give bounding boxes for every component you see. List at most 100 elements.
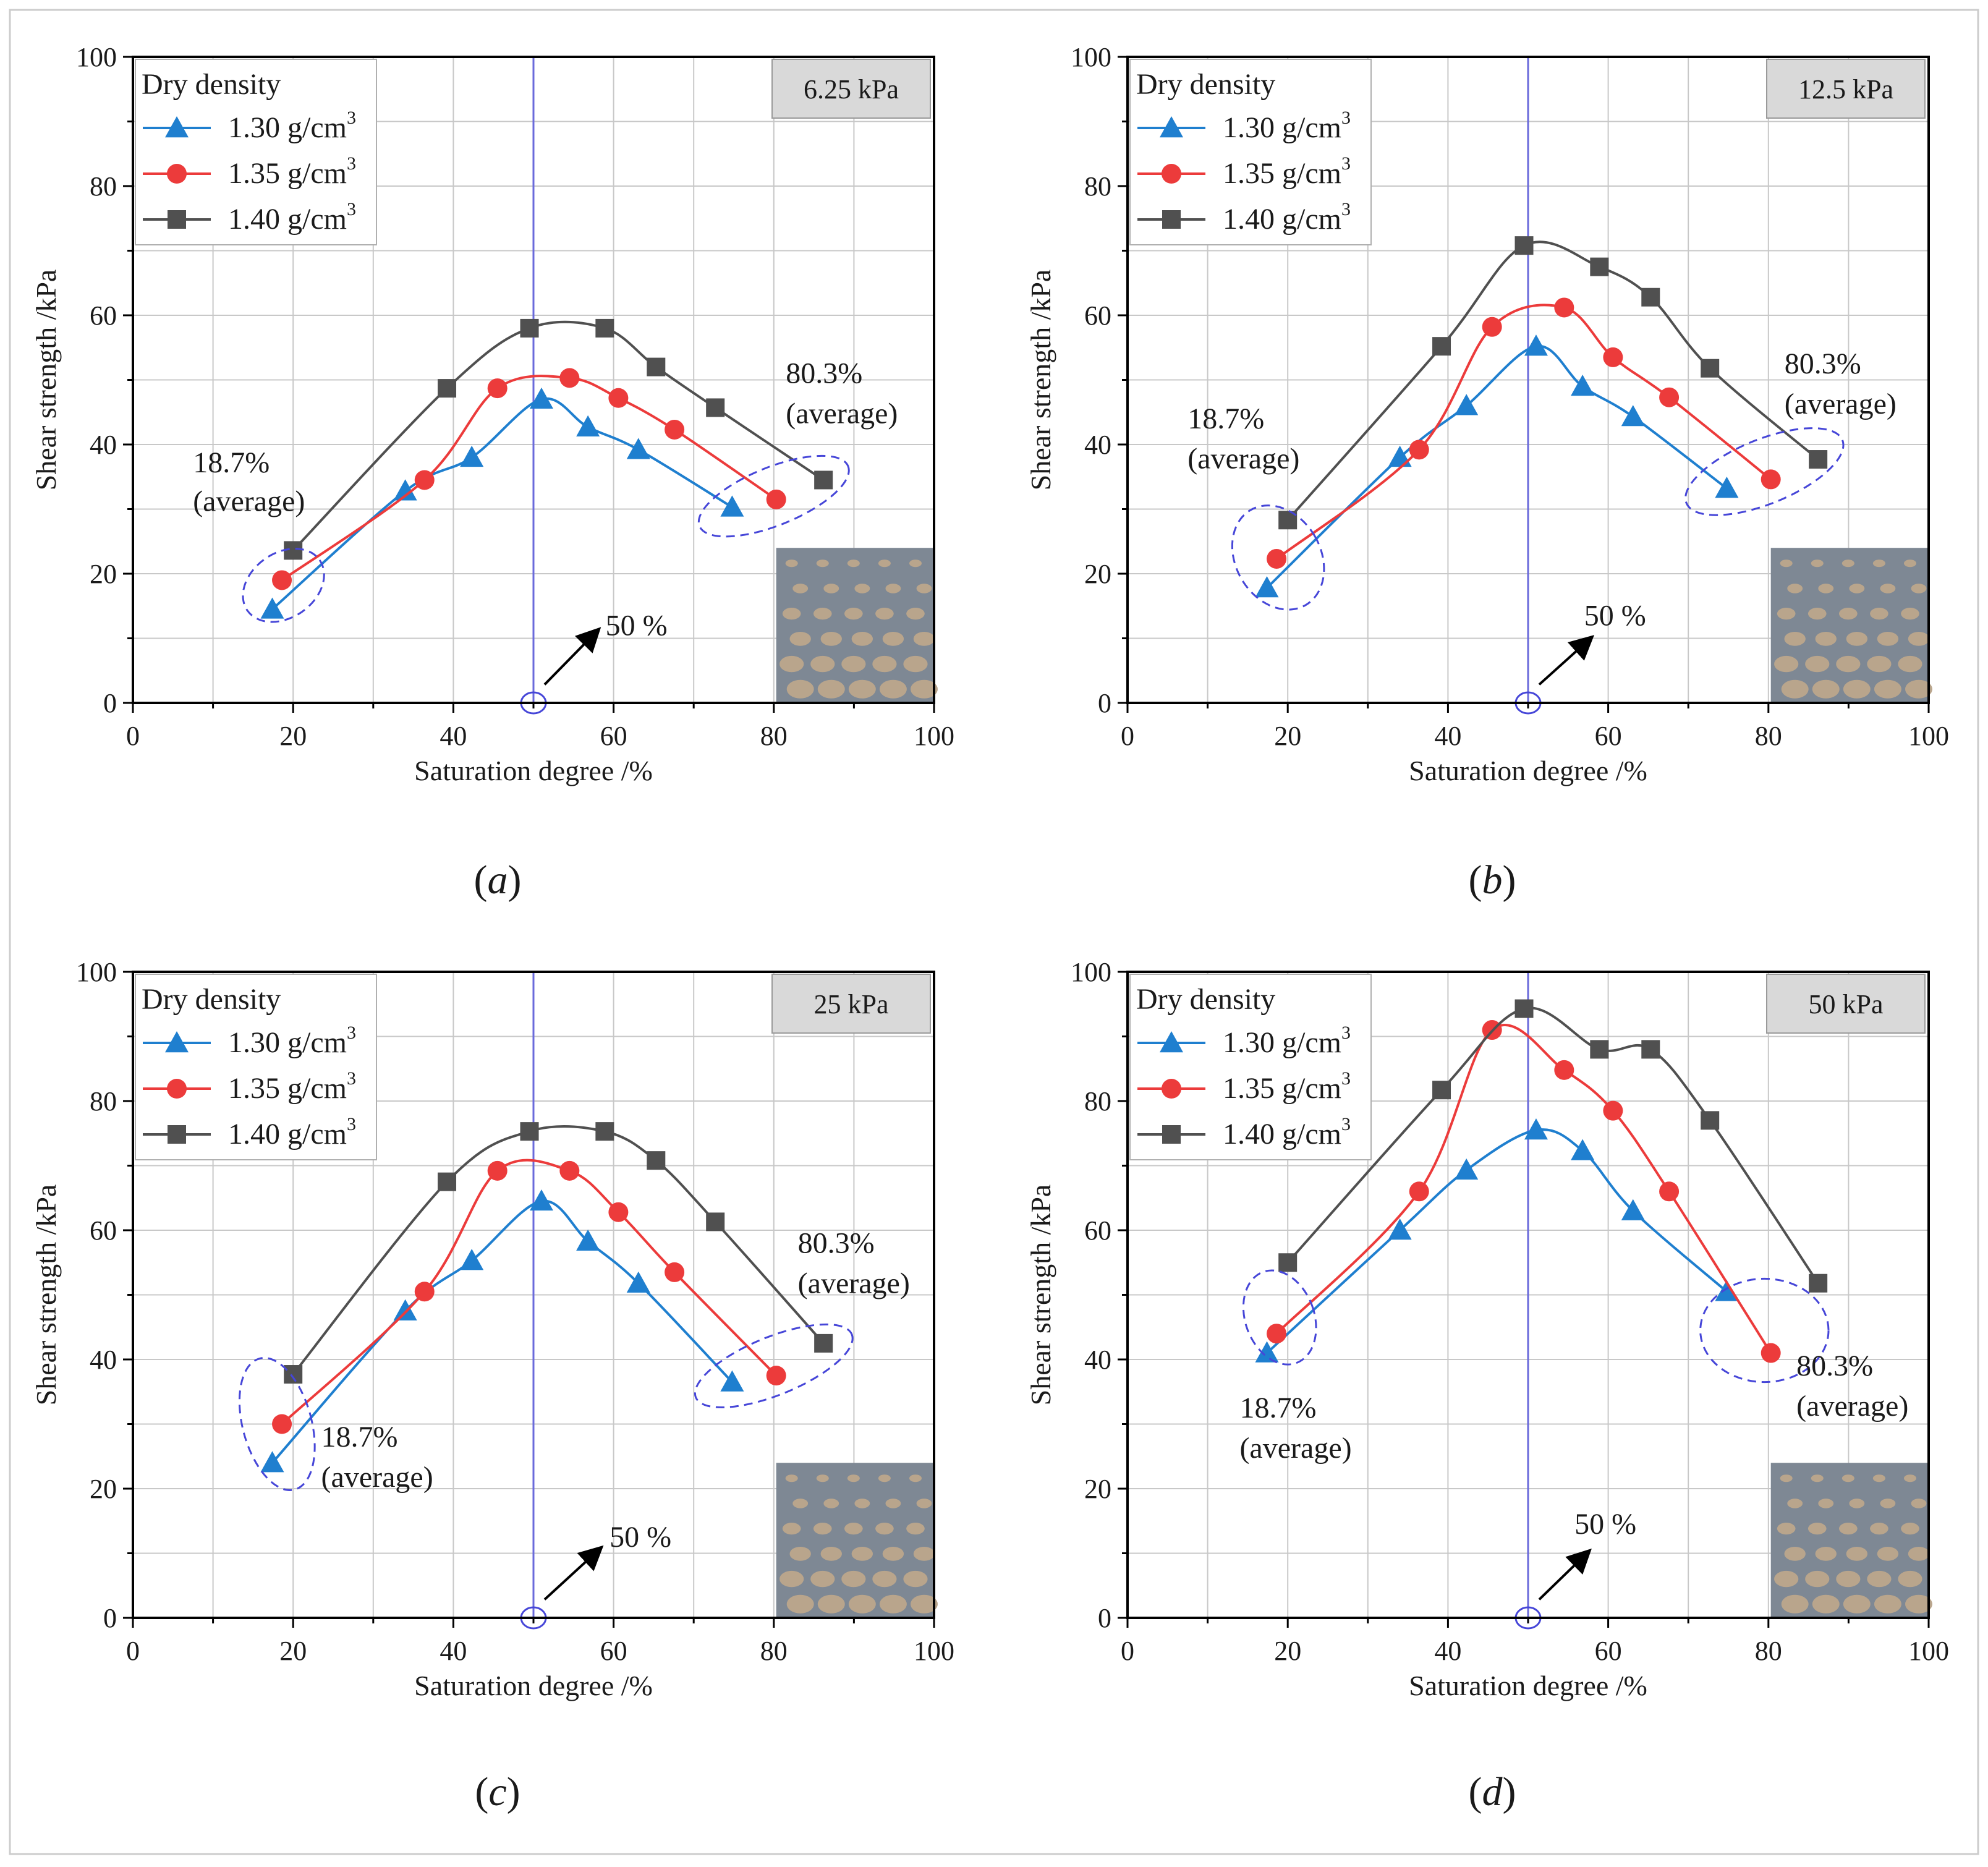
photo-sample-disc — [1874, 679, 1901, 699]
y-tick-label: 80 — [1084, 1086, 1111, 1116]
photo-sample-disc — [823, 584, 839, 593]
photo-sample-disc — [854, 1499, 870, 1508]
series-3 — [1278, 236, 1828, 530]
annotation-low-average: (average) — [321, 1461, 433, 1494]
legend-entry: 1.35 g/cm3 — [228, 1068, 356, 1105]
y-tick-label: 100 — [1071, 957, 1111, 987]
series-1 — [1255, 1118, 1739, 1363]
series-1 — [260, 1189, 744, 1473]
legend-marker — [1162, 1125, 1181, 1144]
data-point — [1514, 999, 1534, 1018]
annotation-low-average: (average) — [193, 485, 305, 518]
x-tick-label: 80 — [1755, 1636, 1782, 1666]
photo-sample-disc — [1905, 679, 1932, 699]
photo-sample-disc — [823, 1499, 839, 1508]
series-3 — [284, 1122, 833, 1384]
photo-sample-disc — [879, 1594, 907, 1614]
photo-sample-disc — [1867, 1570, 1892, 1588]
y-axis-title: Shear strength /kPa — [30, 1184, 62, 1406]
photo-sample-disc — [1877, 631, 1899, 646]
data-point — [1761, 1343, 1781, 1363]
pressure-label-box — [1766, 974, 1926, 1034]
data-point — [438, 379, 457, 398]
photo-sample-disc — [1911, 1499, 1927, 1508]
photo-sample-disc — [906, 608, 925, 620]
panel-caption: (a) — [474, 857, 522, 903]
photo-sample-disc — [1849, 584, 1865, 593]
photo-sample-disc — [1781, 679, 1809, 699]
photo-sample-disc — [786, 1594, 814, 1614]
data-point — [595, 318, 614, 338]
photo-sample-disc — [813, 1523, 832, 1535]
photo-sample-disc — [1787, 1499, 1803, 1508]
annotation-high-average: (average) — [1785, 388, 1897, 420]
sample-photo — [776, 548, 938, 703]
y-tick-label: 20 — [90, 559, 117, 589]
legend-marker — [1160, 1031, 1183, 1053]
annotation-ellipse-low — [242, 548, 325, 623]
photo-sample-disc — [1811, 559, 1824, 568]
figure-frame — [9, 9, 1979, 1855]
data-point — [272, 1414, 292, 1434]
data-point — [260, 1451, 284, 1473]
photo-background — [776, 548, 934, 703]
annotation-high-average: (average) — [798, 1267, 910, 1299]
sample-photo — [1770, 548, 1932, 703]
photo-sample-disc — [817, 1594, 845, 1614]
data-point — [1482, 317, 1502, 337]
legend-entry: 1.30 g/cm3 — [1223, 1023, 1351, 1059]
x-tick-label: 0 — [1121, 1636, 1134, 1666]
x-tick-label: 100 — [1908, 1636, 1949, 1666]
data-point — [1255, 1341, 1279, 1363]
photo-sample-disc — [872, 655, 897, 673]
y-tick-label: 60 — [1084, 300, 1111, 331]
y-axis-title: Shear strength /kPa — [1025, 270, 1056, 491]
data-point — [529, 387, 553, 409]
legend-marker — [165, 1031, 189, 1053]
legend-marker — [167, 1079, 187, 1099]
photo-sample-disc — [885, 584, 901, 593]
annotation-ellipse-high — [1684, 427, 1845, 516]
x-axis-title: Saturation degree /% — [1409, 1670, 1647, 1701]
data-point — [720, 1370, 744, 1392]
series-1 — [1255, 334, 1739, 598]
y-tick-label: 40 — [1084, 1345, 1111, 1375]
legend-entry: 1.40 g/cm3 — [228, 199, 356, 236]
data-point — [1701, 1111, 1720, 1130]
legend-entry: 1.30 g/cm3 — [228, 108, 356, 144]
y-tick-label: 20 — [90, 1474, 117, 1504]
photo-sample-disc — [1781, 1594, 1809, 1614]
data-point — [272, 570, 292, 590]
photo-sample-disc — [1898, 655, 1922, 673]
data-point — [520, 318, 539, 338]
y-tick-label: 0 — [1098, 1603, 1111, 1633]
data-point — [1267, 548, 1287, 569]
sample-photo — [1770, 1463, 1932, 1618]
photo-sample-disc — [1805, 1570, 1830, 1588]
annotation-high-average: (average) — [786, 398, 898, 430]
x-tick-label: 20 — [279, 1636, 307, 1666]
photo-sample-disc — [1867, 655, 1892, 673]
photo-sample-disc — [789, 631, 811, 646]
series-line — [1286, 1006, 1819, 1284]
annotation-ellipse-high — [697, 454, 850, 538]
photo-sample-disc — [1839, 1523, 1858, 1535]
photo-sample-disc — [872, 1570, 897, 1588]
pressure-label-box — [771, 974, 931, 1034]
data-point — [608, 1202, 629, 1222]
y-tick-label: 60 — [90, 1215, 117, 1246]
photo-sample-disc — [813, 608, 832, 620]
pressure-label: 50 kPa — [1809, 989, 1884, 1019]
data-point — [1603, 1100, 1623, 1121]
data-point — [1715, 477, 1739, 498]
data-point — [1554, 1060, 1574, 1080]
arrow-label: 50 % — [610, 1521, 671, 1554]
photo-sample-disc — [786, 679, 814, 699]
data-point — [1641, 287, 1660, 307]
data-point — [1621, 1199, 1645, 1220]
photo-sample-disc — [1908, 1546, 1930, 1561]
photo-sample-disc — [910, 1594, 938, 1614]
photo-sample-disc — [1777, 608, 1796, 620]
x-tick-label: 0 — [126, 1636, 140, 1666]
